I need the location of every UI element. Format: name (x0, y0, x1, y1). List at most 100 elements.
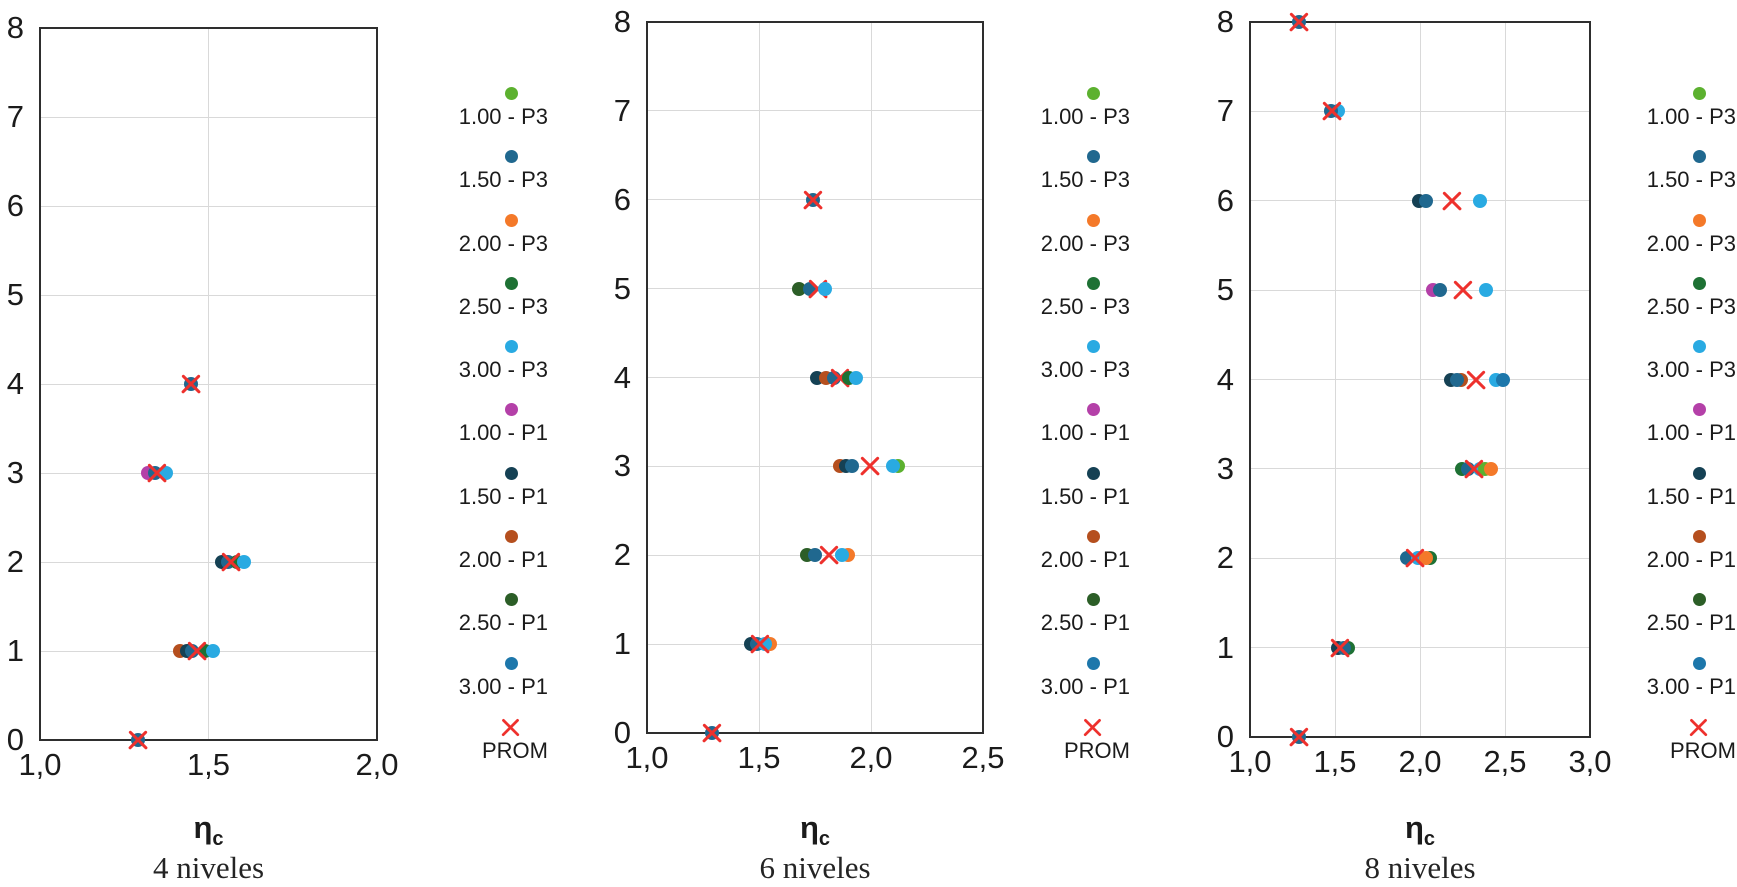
legend-dot-icon (1087, 593, 1100, 607)
eta-subscript: c (212, 828, 224, 851)
legend-dot-icon (1693, 593, 1706, 607)
data-point-dot (1484, 461, 1499, 476)
data-point-dot (819, 370, 834, 385)
data-point-prom-x (807, 278, 828, 299)
x-marker-icon (1083, 718, 1102, 737)
legend-label: 2.00 - P3 (458, 230, 548, 256)
gridline (647, 554, 983, 556)
legend-label: 2.50 - P1 (458, 610, 548, 636)
plot-area (1249, 21, 1591, 738)
legend-prom-x-icon (1083, 718, 1102, 737)
data-point-prom-x (127, 730, 148, 751)
x-tick-label: 2,0 (1398, 744, 1442, 779)
legend-dot-icon (505, 593, 518, 607)
x-tick-label: 2,5 (1483, 744, 1527, 779)
gridline (1250, 289, 1590, 291)
eta-subscript: c (818, 828, 831, 851)
x-tick-label: 1,5 (1313, 744, 1357, 779)
y-tick-label: 0 (6, 722, 24, 757)
plot-area (646, 21, 984, 734)
legend-item: 1.50 - P3 (1586, 147, 1736, 210)
data-point-dot (1411, 551, 1426, 566)
data-point-dot (1488, 372, 1503, 387)
legend-item: 1.00 - P1 (398, 400, 548, 463)
legend-item: 3.00 - P1 (980, 654, 1130, 717)
x-tick-label: 1,0 (625, 740, 669, 775)
data-point-dot (140, 466, 155, 480)
data-point-prom-x (1289, 727, 1310, 748)
x-tick-label: 3,0 (1568, 744, 1612, 779)
legend-item: 2.00 - P3 (1586, 211, 1736, 274)
data-point-dot (147, 466, 162, 480)
data-point-dot (841, 370, 856, 385)
legend-label: 2.50 - P3 (1040, 293, 1130, 319)
legend-item: 2.00 - P1 (980, 527, 1130, 590)
data-point-dot (1330, 104, 1345, 119)
data-point-dot (704, 726, 719, 740)
legend-item: PROM (980, 717, 1130, 780)
data-point-dot (800, 548, 815, 563)
data-point-dot (236, 555, 251, 569)
gridline (40, 472, 377, 474)
gridline (40, 561, 377, 563)
legend-label: 1.50 - P1 (1040, 483, 1130, 509)
x-tick-label: 1,5 (737, 740, 781, 775)
y-tick-label: 0 (1216, 719, 1234, 754)
y-tick-label: 6 (613, 181, 631, 217)
data-point-dot (1292, 730, 1307, 744)
y-tick-label: 2 (613, 537, 631, 573)
legend-dot-icon (505, 466, 518, 480)
data-point-dot (844, 459, 859, 474)
gridline (1250, 200, 1590, 202)
data-point-dot (838, 459, 853, 474)
gridline (1419, 22, 1421, 737)
data-point-dot (179, 644, 194, 658)
legend-item: 1.00 - P1 (980, 400, 1130, 463)
data-point-dot (130, 733, 145, 747)
legend-item: 2.50 - P3 (398, 274, 548, 337)
legend-label: 3.00 - P3 (1646, 357, 1736, 383)
gridline (1250, 379, 1590, 380)
data-point-dot (198, 644, 213, 658)
data-point-dot (159, 466, 174, 480)
legend-item: 1.00 - P1 (1586, 400, 1736, 463)
data-point-dot (749, 637, 764, 652)
data-point-dot (1453, 372, 1468, 387)
data-point-dot (885, 459, 900, 474)
legend-item: PROM (1586, 717, 1736, 780)
data-point-dot (744, 637, 759, 652)
legend-dot-icon (1693, 466, 1706, 480)
eta-symbol: η (799, 810, 819, 845)
data-point-dot (827, 370, 842, 385)
gridline (1334, 22, 1336, 737)
data-point-dot (1454, 461, 1469, 476)
data-point-dot (1479, 283, 1494, 298)
data-point-dot (802, 281, 817, 296)
legend-item: PROM (398, 717, 548, 780)
data-point-dot (230, 555, 245, 569)
legend-item: 1.00 - P3 (980, 84, 1130, 147)
y-tick-label: 2 (1216, 540, 1234, 576)
data-point-prom-x (830, 367, 851, 388)
legend-item: 2.50 - P1 (1586, 590, 1736, 653)
data-point-dot (762, 637, 777, 652)
gridline (40, 205, 377, 207)
gridline (1250, 557, 1590, 559)
data-point-dot (220, 555, 235, 569)
data-point-dot (1425, 283, 1440, 298)
data-point-dot (835, 548, 850, 563)
legend-label: 3.00 - P3 (458, 357, 548, 383)
data-point-prom-x (1289, 12, 1310, 33)
legend-dot-icon (1693, 213, 1706, 227)
data-point-dot (757, 637, 772, 652)
legend-dot-icon (1693, 87, 1706, 100)
x-tick-label: 1,5 (186, 747, 231, 782)
data-point-dot (214, 555, 229, 569)
data-point-prom-x (818, 545, 839, 566)
data-point-dot (833, 459, 848, 474)
legend: 1.00 - P3 1.50 - P3 2.00 - P3 2.50 - P3 3.00… (398, 84, 548, 780)
legend-dot-icon (505, 656, 518, 670)
legend-label: 3.00 - P1 (1646, 673, 1736, 699)
